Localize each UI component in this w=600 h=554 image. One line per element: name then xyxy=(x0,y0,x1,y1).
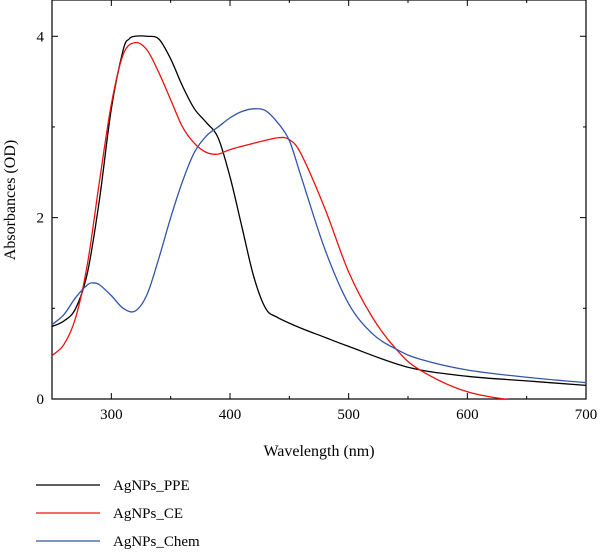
tick-labels: 300 400 500 600 700 0 2 4 xyxy=(37,29,598,423)
x-tick-label: 500 xyxy=(337,407,360,423)
x-tick-label: 300 xyxy=(100,407,123,423)
series-lines xyxy=(52,35,586,399)
x-tick-label: 700 xyxy=(575,407,598,423)
axis-ticks xyxy=(51,0,587,400)
y-tick-label: 2 xyxy=(37,211,45,227)
y-axis-label: Absorbances (OD) xyxy=(2,140,19,260)
plot-frame xyxy=(51,0,587,400)
legend-label: AgNPs_CE xyxy=(113,506,183,522)
x-axis-label: Wavelength (nm) xyxy=(263,443,374,460)
series-line-agnps-ppe xyxy=(52,35,586,387)
series-line-agnps-ce xyxy=(52,41,510,399)
x-tick-label: 400 xyxy=(219,407,242,423)
x-tick-label: 600 xyxy=(456,407,479,423)
legend-label: AgNPs_PPE xyxy=(113,478,190,494)
legend: AgNPs_PPE AgNPs_CE AgNPs_Chem xyxy=(36,478,200,550)
legend-label: AgNPs_Chem xyxy=(113,534,200,550)
y-tick-label: 4 xyxy=(37,29,45,45)
series-line-agnps-chem xyxy=(52,108,586,384)
y-tick-label: 0 xyxy=(37,392,45,408)
